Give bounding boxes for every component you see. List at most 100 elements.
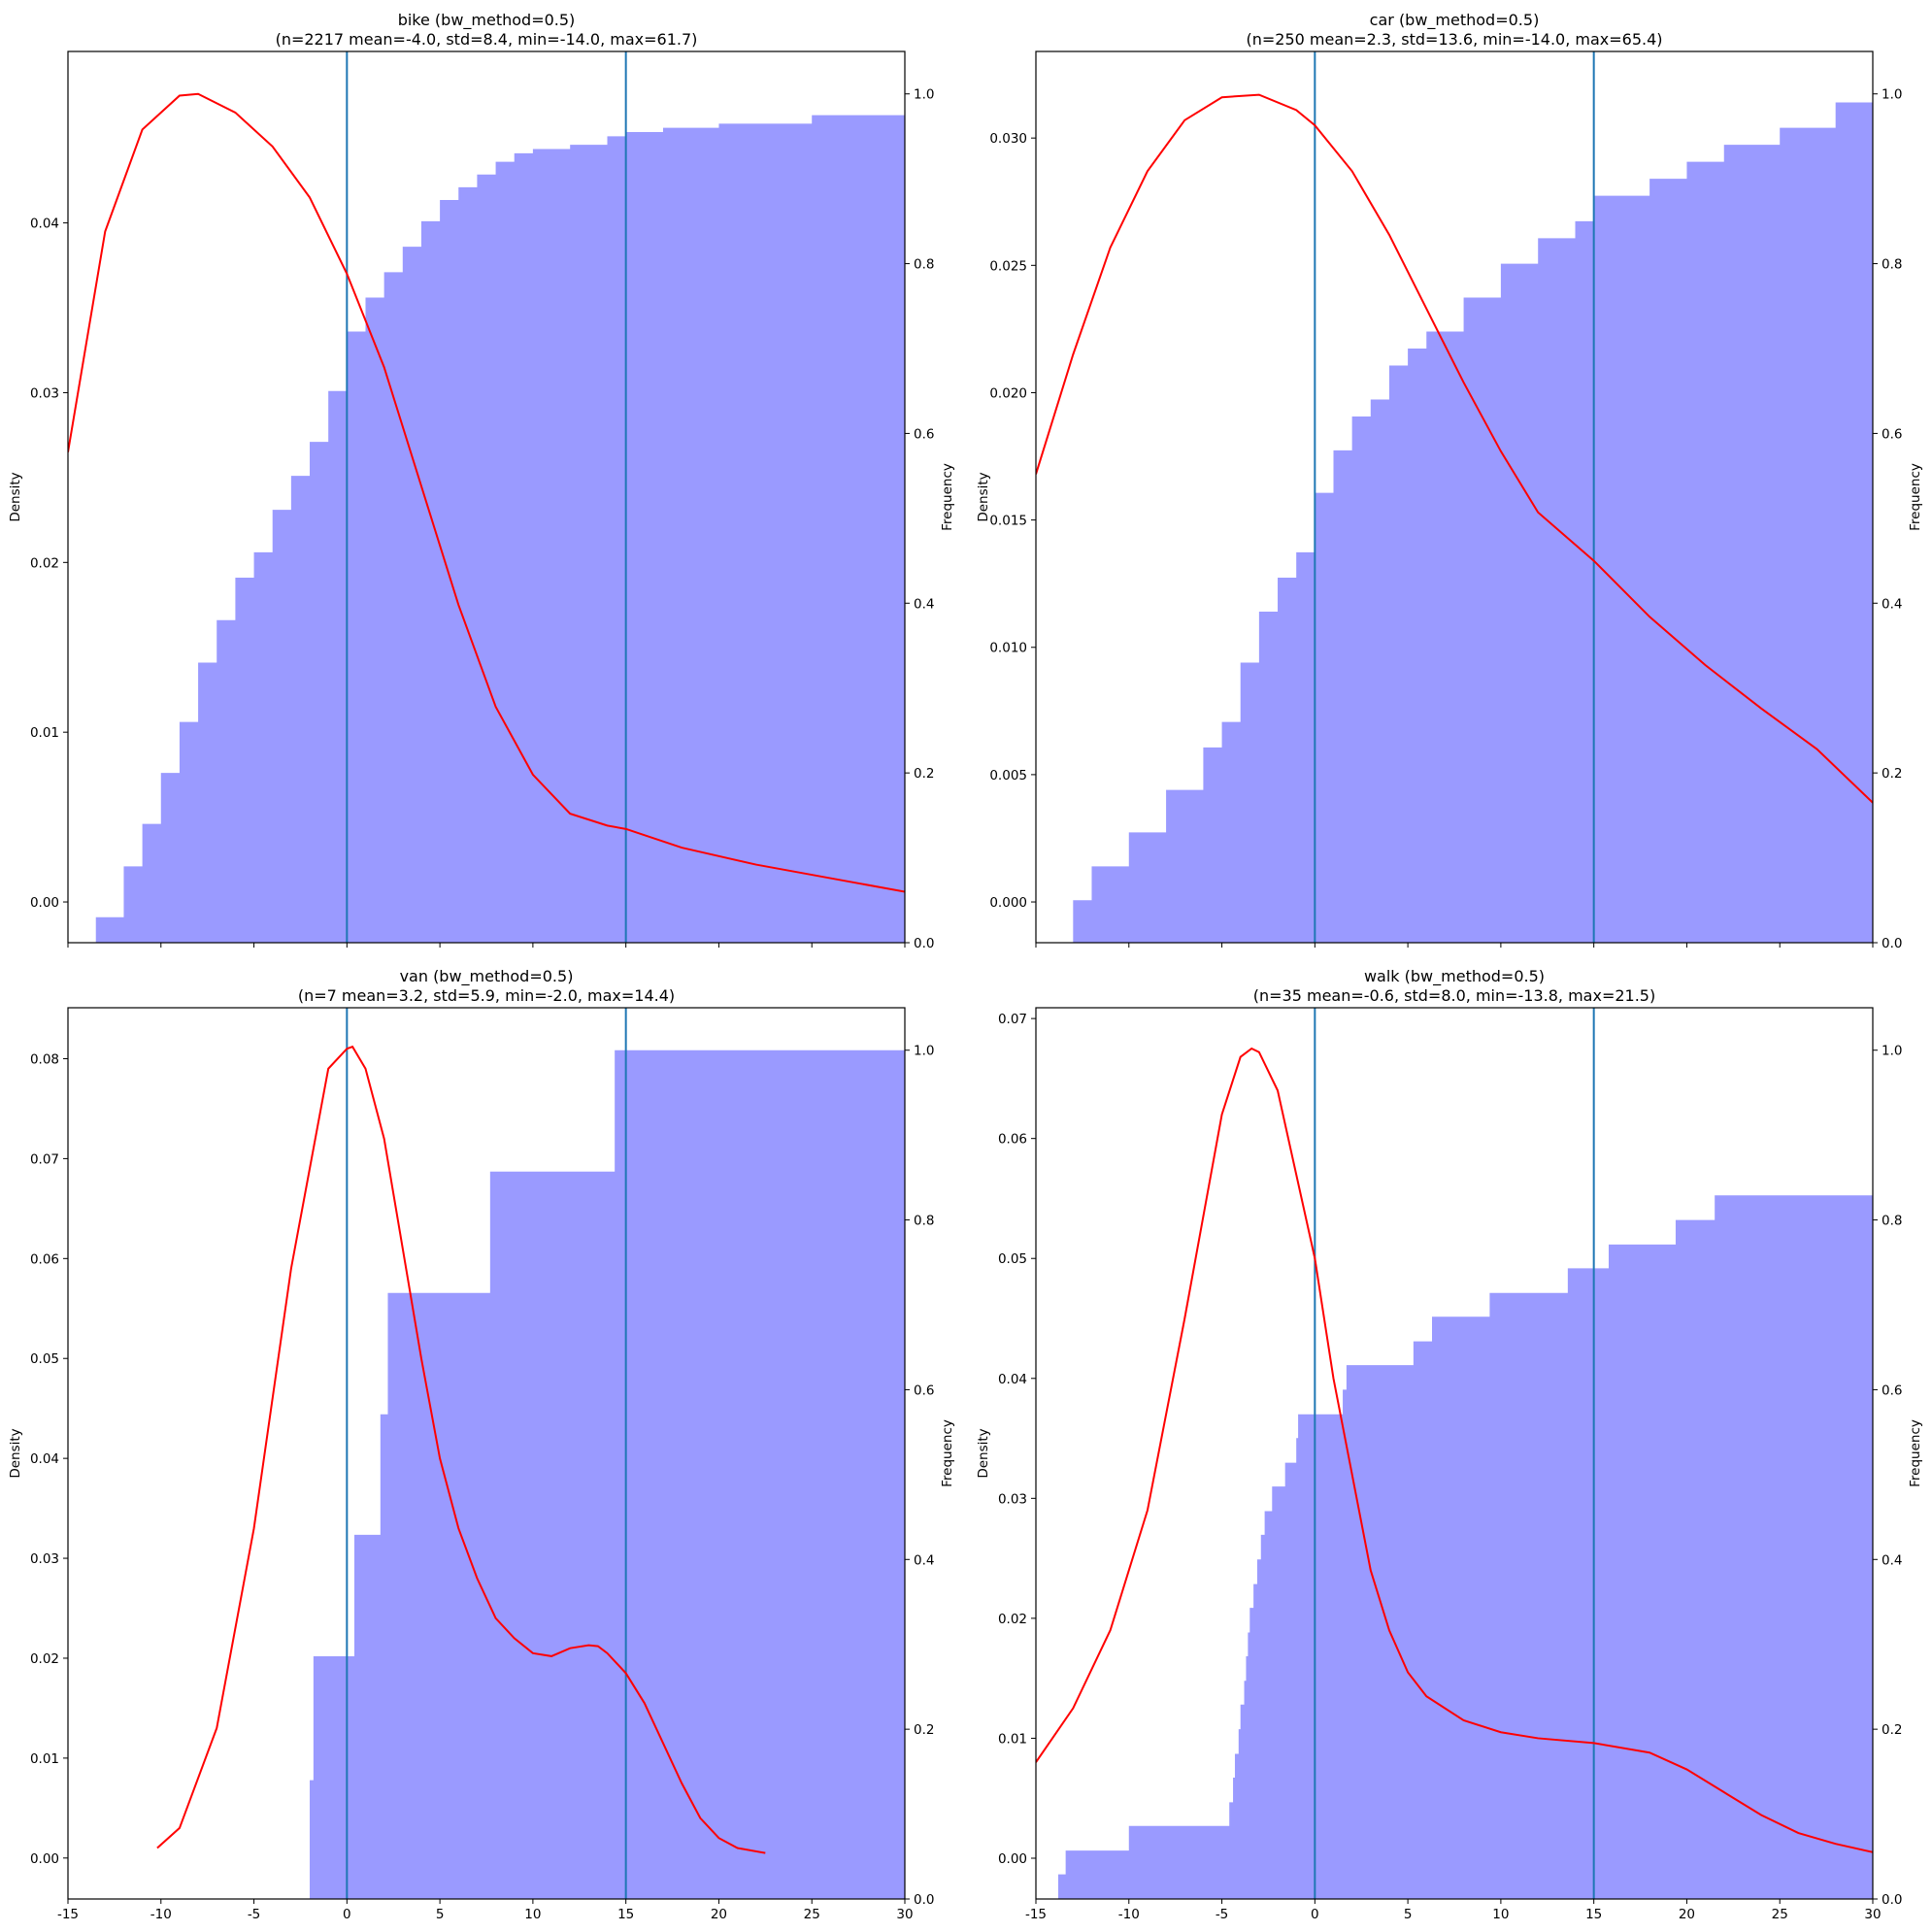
y2-tick-label: 0.6: [914, 1382, 934, 1398]
axes-frame: [1035, 1007, 1874, 1900]
chart-subtitle: (n=2217 mean=-4.0, std=8.4, min=-14.0, m…: [276, 30, 698, 49]
y-tick-label: 0.01: [30, 1751, 59, 1767]
x-tick-label: 20: [711, 1907, 727, 1922]
chart-title: van (bw_method=0.5): [400, 967, 574, 986]
x-tick-label: 25: [1772, 1907, 1788, 1922]
cumulative-frequency-fill: [1057, 1195, 1873, 1899]
y-tick-label: 0.00: [30, 895, 59, 911]
y2-tick-label: 0.0: [914, 1892, 934, 1908]
density-curve: [156, 1045, 766, 1854]
y2-tick-label: 1.0: [1882, 87, 1902, 103]
y-tick-label: 0.030: [989, 131, 1027, 147]
y-tick-label: 0.07: [998, 1012, 1027, 1027]
y2-axis-label: Frequency: [940, 1419, 955, 1487]
density-curve: [1036, 1047, 1873, 1853]
y-tick-label: 0.01: [998, 1731, 1027, 1747]
y-tick-label: 0.000: [989, 895, 1027, 911]
y2-tick-label: 0.2: [914, 1722, 934, 1738]
y-tick-label: 0.06: [30, 1251, 59, 1267]
chart-title: bike (bw_method=0.5): [398, 11, 576, 30]
x-tick-label: 10: [1492, 1907, 1509, 1922]
y2-tick-label: 0.6: [1882, 1382, 1902, 1398]
y-tick-label: 0.04: [998, 1372, 1027, 1387]
cumulative-frequency-fill: [1054, 93, 1873, 943]
x-tick-label: 30: [896, 1907, 913, 1922]
x-tick-label: -5: [248, 1907, 260, 1922]
x-tick-label: -10: [150, 1907, 172, 1922]
axes-frame: [67, 50, 906, 944]
y-tick-label: 0.02: [30, 1651, 59, 1667]
y2-tick-label: 0.2: [914, 766, 934, 782]
y-tick-label: 0.08: [30, 1051, 59, 1067]
x-tick-label: 10: [524, 1907, 541, 1922]
y2-tick-label: 1.0: [914, 87, 934, 103]
x-tick-label: 5: [1404, 1907, 1413, 1922]
chart-title: walk (bw_method=0.5): [1364, 967, 1545, 986]
x-tick-label: 0: [1311, 1907, 1319, 1922]
y-tick-label: 0.03: [30, 385, 59, 401]
y-tick-label: 0.005: [989, 768, 1027, 783]
cumulative-frequency-fill: [86, 111, 905, 943]
y2-axis-label: Frequency: [1908, 1419, 1923, 1487]
y-tick-label: 0.00: [998, 1851, 1027, 1867]
x-tick-label: -10: [1118, 1907, 1140, 1922]
subplot-1: 0.00 0.01 0.02 0.03 0.04 0.0 0.2 0.4 0.6 0.8 1.0 bi…: [8, 11, 955, 951]
y2-tick-label: 0.2: [1882, 1722, 1902, 1738]
x-tick-label: 25: [804, 1907, 820, 1922]
y2-tick-label: 0.0: [1882, 1892, 1902, 1908]
chart-subtitle: (n=35 mean=-0.6, std=8.0, min=-13.8, max…: [1253, 986, 1655, 1005]
y-tick-label: 0.06: [998, 1132, 1027, 1148]
y-tick-label: 0.02: [30, 555, 59, 571]
x-tick-label: 5: [436, 1907, 445, 1922]
y2-tick-label: 0.2: [1882, 766, 1902, 782]
y-tick-label: 0.04: [30, 217, 59, 232]
y-axis-label: Density: [8, 472, 23, 521]
y-tick-label: 0.00: [30, 1851, 59, 1867]
subplot-3: -15 -10 -5 0 5 10 15 20 25 30 0.00 0.01 0.02 0.03 0.04…: [8, 967, 955, 1922]
x-tick-label: -15: [57, 1907, 79, 1922]
y-axis-label: Density: [976, 1428, 991, 1478]
y2-tick-label: 0.8: [914, 257, 934, 273]
y2-tick-label: 0.6: [1882, 426, 1902, 442]
y2-tick-label: 0.4: [914, 596, 934, 612]
y-tick-label: 0.02: [998, 1612, 1027, 1627]
y-tick-label: 0.015: [989, 514, 1027, 529]
y2-axis-label: Frequency: [940, 463, 955, 531]
y2-tick-label: 1.0: [1882, 1044, 1902, 1059]
x-tick-label: 15: [617, 1907, 634, 1922]
y-tick-label: 0.03: [30, 1551, 59, 1567]
x-tick-label: 20: [1679, 1907, 1695, 1922]
density-curve: [68, 92, 905, 893]
y2-tick-label: 0.8: [914, 1214, 934, 1229]
y2-tick-label: 0.0: [914, 936, 934, 951]
subplot-4: -15 -10 -5 0 5 10 15 20 25 30 0.00 0.01 0.02 0.03 0.04…: [976, 967, 1923, 1922]
y2-axis-label: Frequency: [1908, 463, 1923, 531]
chart-subtitle: (n=7 mean=3.2, std=5.9, min=-2.0, max=14…: [298, 986, 675, 1005]
y2-tick-label: 0.8: [1882, 1214, 1902, 1229]
y-tick-label: 0.020: [989, 385, 1027, 401]
y-tick-label: 0.05: [998, 1251, 1027, 1267]
y-tick-label: 0.04: [30, 1451, 59, 1467]
x-tick-label: -15: [1025, 1907, 1047, 1922]
y-tick-label: 0.05: [30, 1351, 59, 1367]
y2-tick-label: 0.0: [1882, 936, 1902, 951]
y2-tick-label: 0.6: [914, 426, 934, 442]
density-curve: [1036, 93, 1873, 804]
x-tick-label: 30: [1864, 1907, 1881, 1922]
y2-tick-label: 0.8: [1882, 257, 1902, 273]
y-tick-label: 0.025: [989, 258, 1027, 274]
x-tick-label: 15: [1585, 1907, 1602, 1922]
y2-tick-label: 0.4: [1882, 596, 1902, 612]
y-tick-label: 0.03: [998, 1491, 1027, 1507]
y-tick-label: 0.010: [989, 641, 1027, 656]
chart-title: car (bw_method=0.5): [1370, 11, 1540, 30]
x-tick-label: -5: [1216, 1907, 1228, 1922]
x-tick-label: 0: [343, 1907, 351, 1922]
cumulative-frequency-fill: [310, 1049, 905, 1899]
chart-subtitle: (n=250 mean=2.3, std=13.6, min=-14.0, ma…: [1246, 30, 1662, 49]
y-axis-label: Density: [8, 1428, 23, 1478]
y2-tick-label: 0.4: [1882, 1552, 1902, 1568]
y-axis-label: Density: [976, 472, 991, 521]
y-tick-label: 0.01: [30, 725, 59, 741]
